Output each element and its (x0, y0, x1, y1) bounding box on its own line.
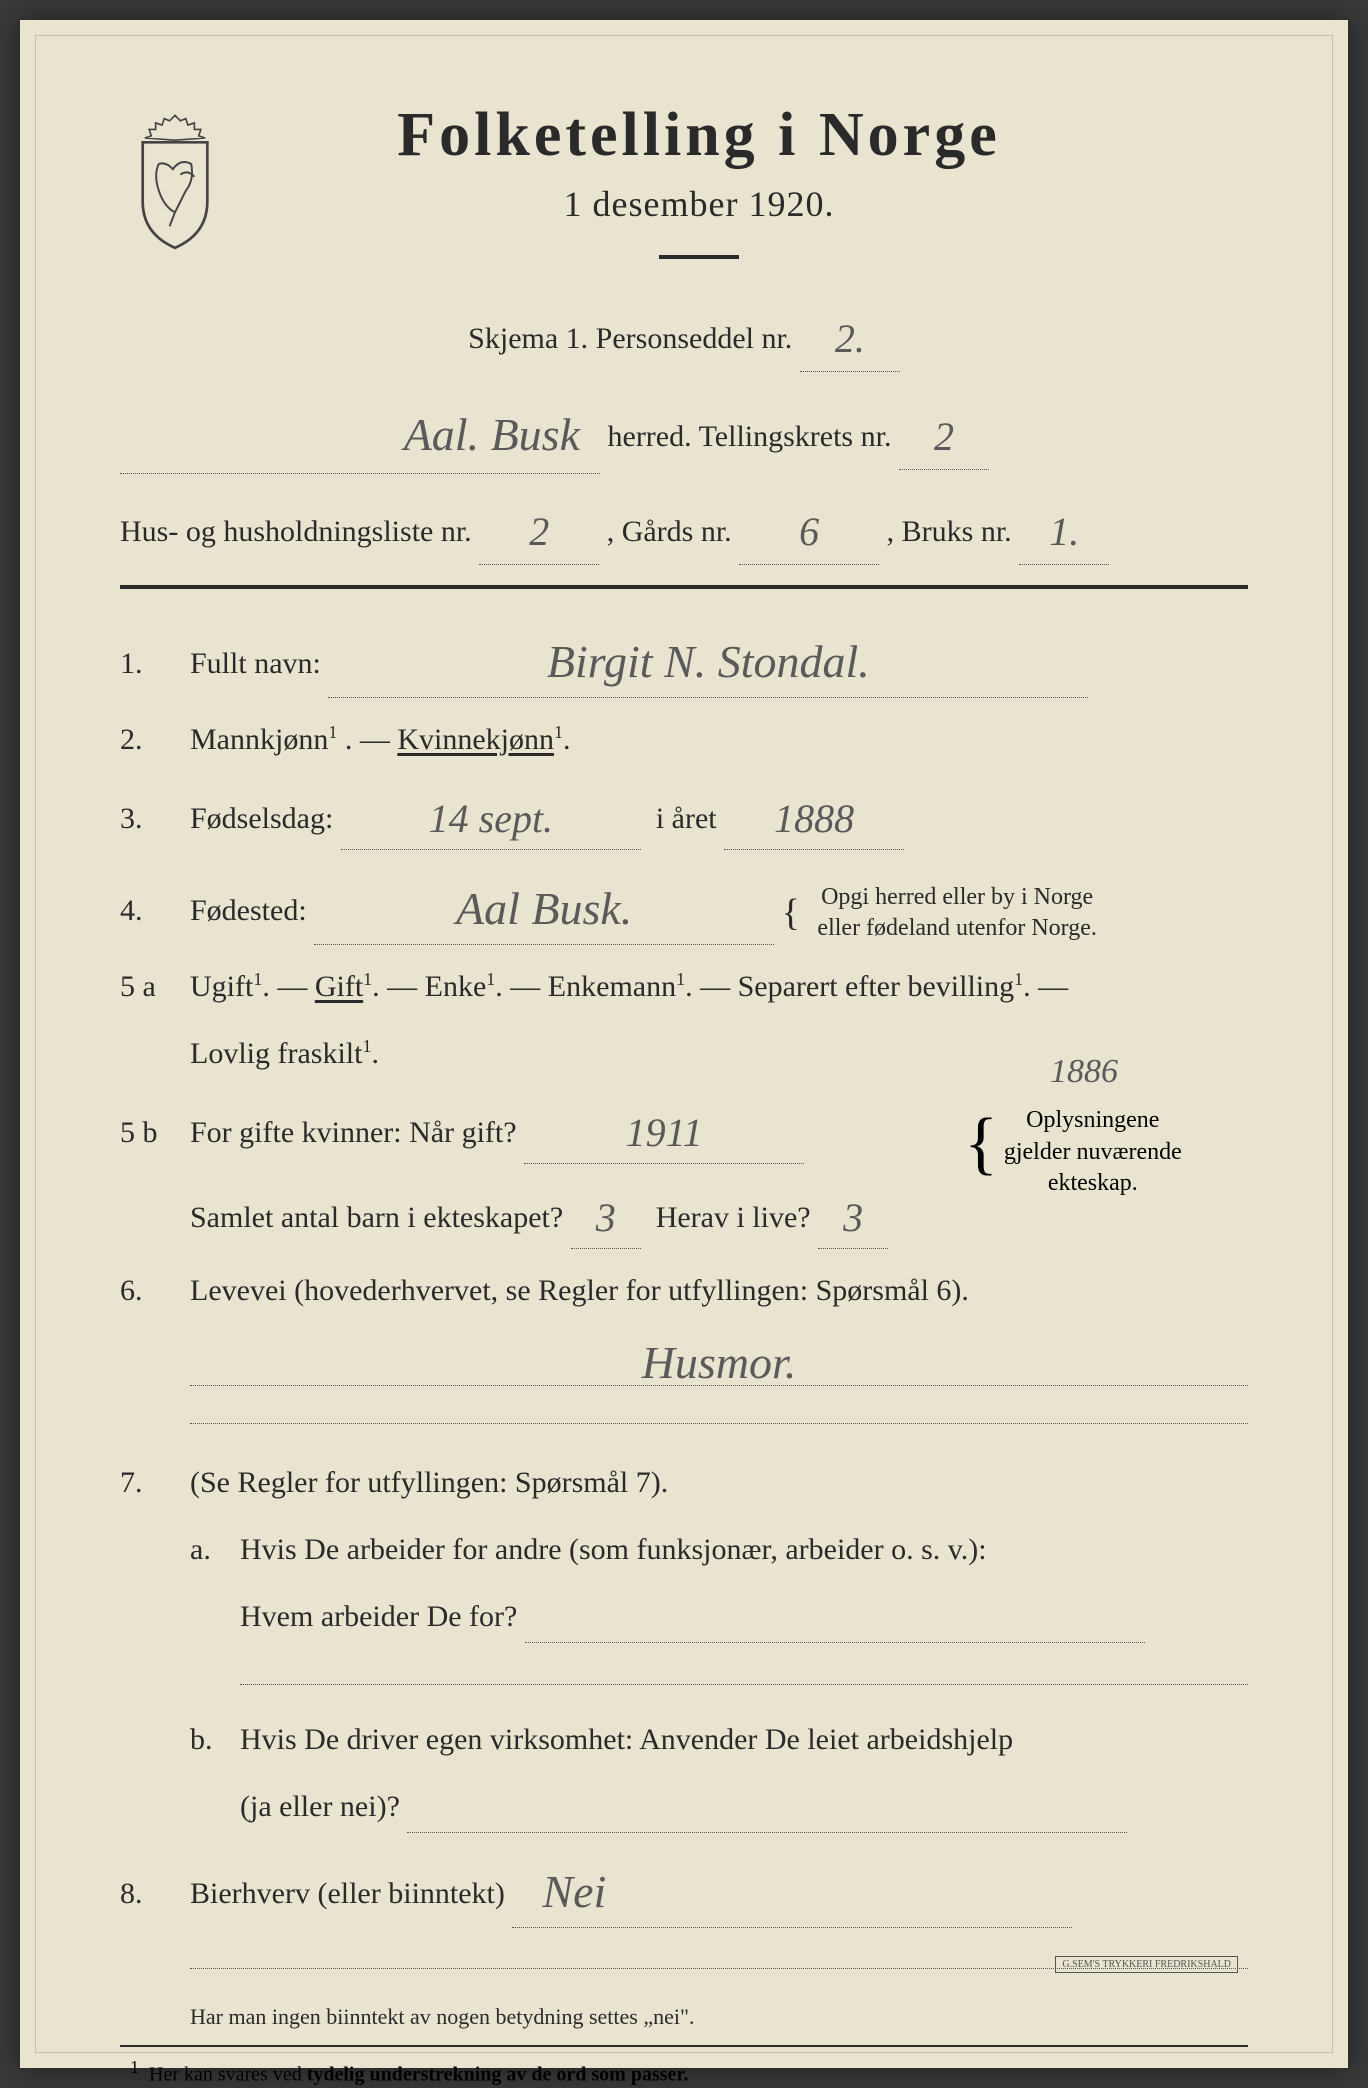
q5b-block: 1886 5 b For gifte kvinner: Når gift? 19… (120, 1095, 1248, 1249)
q5b-barn-total: 3 (596, 1195, 616, 1240)
personseddel-nr: 2. (835, 316, 865, 361)
hus-line: Hus- og husholdningsliste nr. 2 , Gårds … (120, 492, 1248, 565)
q5b-label-a: For gifte kvinner: Når gift? (190, 1116, 517, 1149)
printer-mark: G.SEM'S TRYKKERI FREDRIKSHALD (1055, 1956, 1238, 1973)
herred-line: Aal. Busk herred. Tellingskrets nr. 2 (120, 390, 1248, 474)
herred-value: Aal. Busk (404, 409, 580, 460)
tellingskrets-nr: 2 (934, 414, 954, 459)
hus-nr: 2 (529, 509, 549, 554)
herred-label: herred. Tellingskrets nr. (608, 420, 892, 453)
gards-label: , Gårds nr. (607, 515, 732, 548)
bruks-nr: 1. (1049, 509, 1079, 554)
q4-note: Opgi herred eller by i Norge eller fødel… (817, 882, 1096, 944)
q5b-side-note: { Oplysningene gjelder nuværende ekteska… (958, 1105, 1188, 1199)
q5b-num: 5 b (120, 1107, 190, 1158)
q4-row: 4. Fødested: Aal Busk. { Opgi herred ell… (120, 866, 1248, 945)
census-form-page: Folketelling i Norge 1 desember 1920. Sk… (20, 20, 1348, 2068)
q5b-barn-live: 3 (843, 1195, 863, 1240)
q4-value: Aal Busk. (456, 883, 632, 934)
q6-value-line: Husmor. (120, 1332, 1248, 1386)
q4-label: Fødested: (190, 894, 307, 927)
q4-num: 4. (120, 885, 190, 936)
q5b-year-side: 1886 (1050, 1053, 1118, 1091)
gards-nr: 6 (799, 509, 819, 554)
bruks-label: , Bruks nr. (887, 515, 1012, 548)
footnote-line: 1 Her kan svares ved tydelig understrekn… (120, 2057, 1248, 2087)
coat-of-arms-icon (120, 110, 230, 250)
q3-day: 14 sept. (429, 796, 553, 841)
q5b-year-gift: 1911 (626, 1110, 703, 1155)
q8-value: Nei (542, 1866, 606, 1917)
hus-label: Hus- og husholdningsliste nr. (120, 515, 472, 548)
skjema-line: Skjema 1. Personseddel nr. 2. (120, 299, 1248, 372)
q6-value: Husmor. (642, 1337, 797, 1388)
q5b-label-c: Herav i live? (656, 1201, 811, 1234)
q1-value: Birgit N. Stondal. (547, 636, 870, 687)
q5b-label-b: Samlet antal barn i ekteskapet? (190, 1201, 563, 1234)
q3-year: 1888 (774, 796, 854, 841)
skjema-label: Skjema 1. Personseddel nr. (468, 322, 792, 355)
